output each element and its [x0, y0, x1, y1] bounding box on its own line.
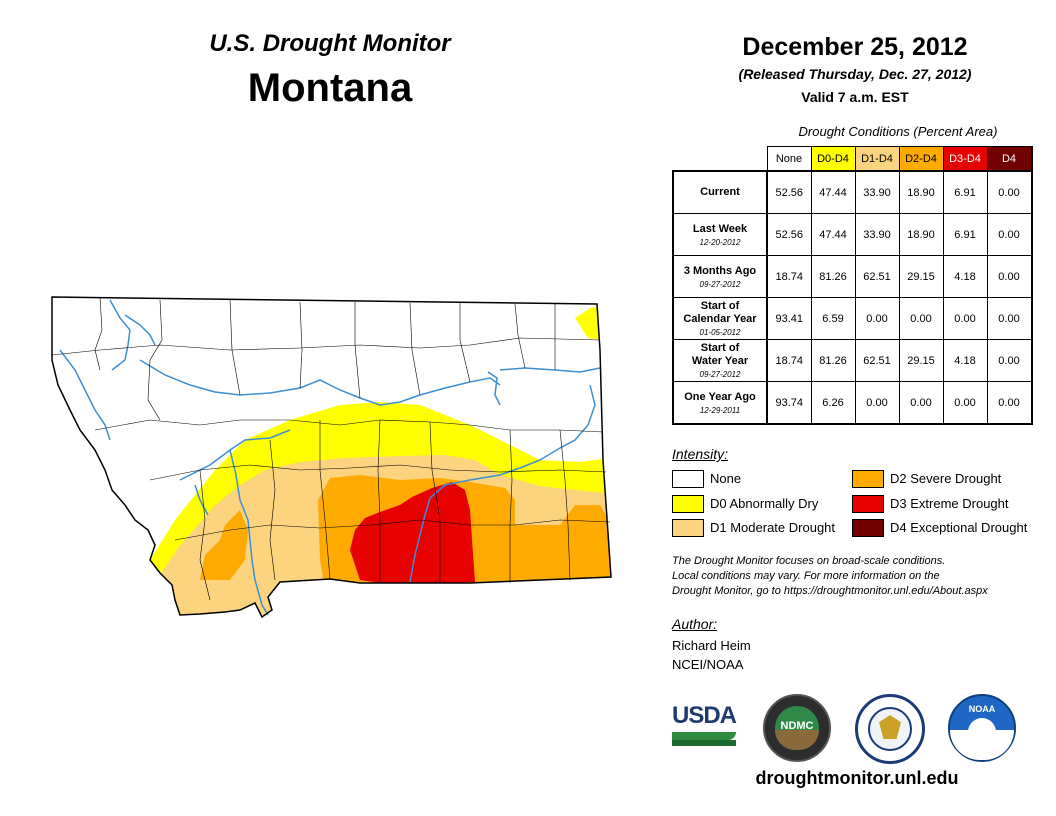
- cell-d4: 0.00: [986, 255, 1033, 298]
- d3-region: [350, 482, 475, 584]
- cell-d1-d4: 33.90: [854, 213, 900, 256]
- cell-d3-d4: 4.18: [942, 255, 988, 298]
- legend-label: D3 Extreme Drought: [890, 496, 1009, 511]
- legend-label: None: [710, 471, 742, 486]
- cell-d0-d4: 6.26: [810, 381, 856, 425]
- cell-none: 18.74: [766, 255, 812, 298]
- cell-d2-d4: 29.15: [898, 255, 944, 298]
- cell-d1-d4: 0.00: [854, 381, 900, 425]
- col-header-d1-d4: D1-D4: [854, 146, 900, 172]
- footer-url[interactable]: droughtmonitor.unl.edu: [755, 768, 959, 788]
- legend-swatch: [672, 519, 704, 537]
- noaa-logo: NOAA: [948, 694, 1016, 762]
- cell-d4: 0.00: [986, 339, 1033, 382]
- cell-d2-d4: 0.00: [898, 297, 944, 340]
- legend-swatch: [672, 495, 704, 513]
- cell-d1-d4: 62.51: [854, 255, 900, 298]
- author-name: Richard Heim: [672, 638, 751, 653]
- row-label: Start of Calendar Year 01-05-2012: [672, 297, 768, 340]
- cell-d1-d4: 33.90: [854, 170, 900, 214]
- county-lines: [51, 296, 611, 601]
- cell-d3-d4: 6.91: [942, 170, 988, 214]
- table-corner: [673, 146, 768, 172]
- ndmc-logo: NDMC: [763, 694, 831, 762]
- table-caption: Drought Conditions (Percent Area): [798, 124, 998, 139]
- drought-monitor-note: The Drought Monitor focuses on broad-sca…: [672, 554, 1047, 599]
- usda-logo: USDA: [670, 700, 740, 750]
- col-header-d4: D4: [986, 146, 1033, 172]
- legend-swatch: [852, 470, 884, 488]
- note-line: Drought Monitor, go to https://droughtmo…: [672, 585, 988, 597]
- col-header-d3-d4: D3-D4: [942, 146, 988, 172]
- col-header-d2-d4: D2-D4: [898, 146, 944, 172]
- d0-region-ne: [575, 306, 602, 340]
- cell-d4: 0.00: [986, 170, 1033, 214]
- valid-time: Valid 7 a.m. EST: [801, 89, 909, 105]
- cell-d3-d4: 4.18: [942, 339, 988, 382]
- legend-label: D4 Exceptional Drought: [890, 520, 1028, 535]
- note-line: Local conditions may vary. For more info…: [672, 570, 940, 582]
- cell-d0-d4: 47.44: [810, 213, 856, 256]
- table-header-row: None D0-D4 D1-D4 D2-D4 D3-D4 D4: [673, 146, 1033, 172]
- cell-d2-d4: 18.90: [898, 170, 944, 214]
- cell-d1-d4: 0.00: [854, 297, 900, 340]
- legend-label: D1 Moderate Drought: [710, 520, 836, 535]
- d2-region: [200, 510, 248, 580]
- montana-drought-map: [51, 296, 612, 619]
- cell-d3-d4: 0.00: [942, 381, 988, 425]
- cell-none: 18.74: [766, 339, 812, 382]
- state-name: Montana: [247, 66, 413, 110]
- row-label: Current: [672, 170, 768, 214]
- cell-d1-d4: 62.51: [854, 339, 900, 382]
- state-border: [51, 296, 612, 619]
- author-title: Author:: [672, 616, 718, 632]
- cell-d0-d4: 81.26: [810, 255, 856, 298]
- legend-swatch: [852, 495, 884, 513]
- drought-conditions-table: None D0-D4 D1-D4 D2-D4 D3-D4 D4 Current …: [672, 146, 1033, 425]
- cell-d2-d4: 0.00: [898, 381, 944, 425]
- table-row: Start of Calendar Year 01-05-2012 93.41 6…: [672, 297, 1033, 340]
- col-header-none: None: [766, 146, 812, 172]
- cell-d0-d4: 6.59: [810, 297, 856, 340]
- map-date: December 25, 2012: [742, 33, 968, 61]
- row-label: Last Week 12-20-2012: [672, 213, 768, 256]
- legend-swatch: [852, 519, 884, 537]
- cell-d3-d4: 0.00: [942, 297, 988, 340]
- release-date: (Released Thursday, Dec. 27, 2012): [738, 66, 972, 82]
- author-org: NCEI/NOAA: [672, 657, 744, 672]
- cell-d0-d4: 81.26: [810, 339, 856, 382]
- doc-seal-logo: [855, 694, 925, 764]
- note-line: The Drought Monitor focuses on broad-sca…: [672, 555, 946, 567]
- cell-none: 52.56: [766, 213, 812, 256]
- col-header-d0-d4: D0-D4: [810, 146, 856, 172]
- cell-d0-d4: 47.44: [810, 170, 856, 214]
- cell-d2-d4: 29.15: [898, 339, 944, 382]
- legend-label: D2 Severe Drought: [890, 471, 1002, 486]
- row-label: Start of Water Year 09-27-2012: [672, 339, 768, 382]
- cell-d2-d4: 18.90: [898, 213, 944, 256]
- legend-title: Intensity:: [672, 446, 729, 462]
- legend-label: D0 Abnormally Dry: [710, 496, 819, 511]
- table-row: Start of Water Year 09-27-2012 18.74 81.2…: [672, 339, 1033, 382]
- cell-d4: 0.00: [986, 213, 1033, 256]
- cell-none: 93.41: [766, 297, 812, 340]
- legend-swatch: [672, 470, 704, 488]
- map-title: U.S. Drought Monitor: [209, 30, 451, 57]
- cell-d3-d4: 6.91: [942, 213, 988, 256]
- table-row: Last Week 12-20-2012 52.56 47.44 33.90 18…: [672, 213, 1033, 256]
- row-label: 3 Months Ago 09-27-2012: [672, 255, 768, 298]
- row-label: One Year Ago 12-29-2011: [672, 381, 768, 425]
- table-row: Current 52.56 47.44 33.90 18.90 6.91 0.0…: [672, 170, 1033, 214]
- cell-none: 52.56: [766, 170, 812, 214]
- river-lines: [59, 299, 601, 616]
- cell-d4: 0.00: [986, 297, 1033, 340]
- cell-none: 93.74: [766, 381, 812, 425]
- cell-d4: 0.00: [986, 381, 1033, 425]
- table-row: One Year Ago 12-29-2011 93.74 6.26 0.00 0…: [672, 381, 1033, 425]
- table-row: 3 Months Ago 09-27-2012 18.74 81.26 62.51…: [672, 255, 1033, 298]
